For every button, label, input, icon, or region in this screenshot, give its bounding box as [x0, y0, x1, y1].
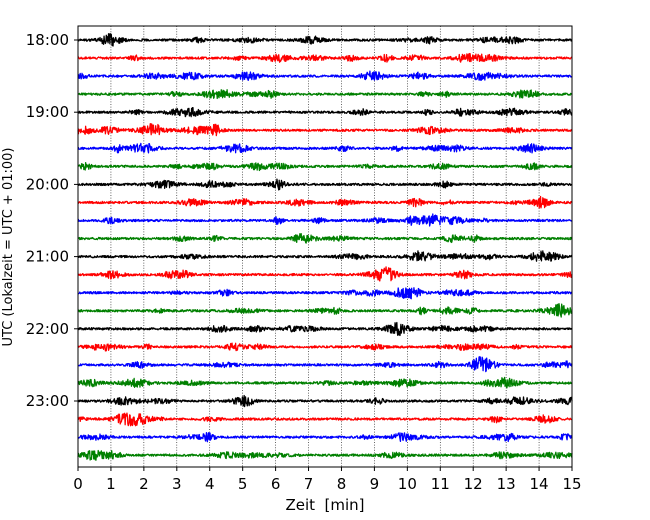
trace-2230 — [77, 355, 573, 373]
x-tick-label-15: 15 — [562, 475, 581, 493]
x-tick-label-0: 0 — [73, 475, 83, 493]
trace-2215 — [77, 342, 573, 352]
y-tick-label-20:00: 20:00 — [26, 175, 69, 193]
trace-2130 — [77, 287, 573, 300]
vertical-gridlines — [110, 26, 540, 467]
x-tick-label-2: 2 — [139, 475, 149, 493]
trace-2030 — [77, 213, 573, 227]
trace-2045 — [77, 232, 573, 244]
x-tick-label-13: 13 — [497, 475, 516, 493]
y-tick-label-21:00: 21:00 — [26, 248, 69, 266]
trace-1930 — [77, 142, 573, 154]
y-tick-label-23:00: 23:00 — [26, 392, 69, 410]
x-tick-label-7: 7 — [304, 475, 314, 493]
x-axis: 0 1 2 3 4 5 6 7 8 9 10 11 12 13 14 15 — [73, 467, 582, 493]
trace-2145 — [77, 302, 573, 318]
y-axis: 18:00 19:00 20:00 21:00 22:00 23:00 — [26, 31, 78, 410]
plot-frame — [77, 25, 573, 468]
x-tick-label-11: 11 — [431, 475, 450, 493]
trace-1915 — [77, 123, 573, 137]
x-tick-label-9: 9 — [370, 475, 380, 493]
trace-2000 — [77, 178, 573, 191]
trace-2200 — [77, 321, 573, 337]
x-tick-label-12: 12 — [464, 475, 483, 493]
x-tick-label-10: 10 — [398, 475, 417, 493]
y-tick-label-19:00: 19:00 — [26, 103, 69, 121]
y-tick-label-18:00: 18:00 — [26, 31, 69, 49]
trace-1815 — [77, 52, 573, 63]
trace-2345 — [77, 449, 573, 461]
x-tick-label-8: 8 — [337, 475, 347, 493]
y-tick-label-22:00: 22:00 — [26, 320, 69, 338]
trace-2115 — [77, 266, 573, 282]
trace-2315 — [77, 412, 573, 427]
trace-2100 — [77, 250, 573, 262]
seismogram-traces — [77, 33, 573, 461]
x-tick-label-1: 1 — [106, 475, 116, 493]
x-tick-label-14: 14 — [530, 475, 549, 493]
trace-1845 — [77, 89, 573, 100]
x-tick-label-4: 4 — [205, 475, 215, 493]
trace-2330 — [77, 431, 573, 443]
trace-1945 — [77, 161, 573, 172]
y-axis-label: UTC (Lokalzeit = UTC + 01:00) — [1, 148, 16, 347]
trace-2300 — [77, 394, 573, 408]
x-tick-label-5: 5 — [238, 475, 248, 493]
x-tick-label-3: 3 — [172, 475, 182, 493]
x-tick-label-6: 6 — [271, 475, 281, 493]
trace-1800 — [77, 33, 573, 47]
x-axis-label: Zeit [min] — [285, 496, 364, 514]
trace-2015 — [77, 195, 573, 209]
trace-1900 — [77, 106, 573, 118]
trace-1830 — [77, 70, 573, 81]
trace-2245 — [77, 376, 573, 389]
